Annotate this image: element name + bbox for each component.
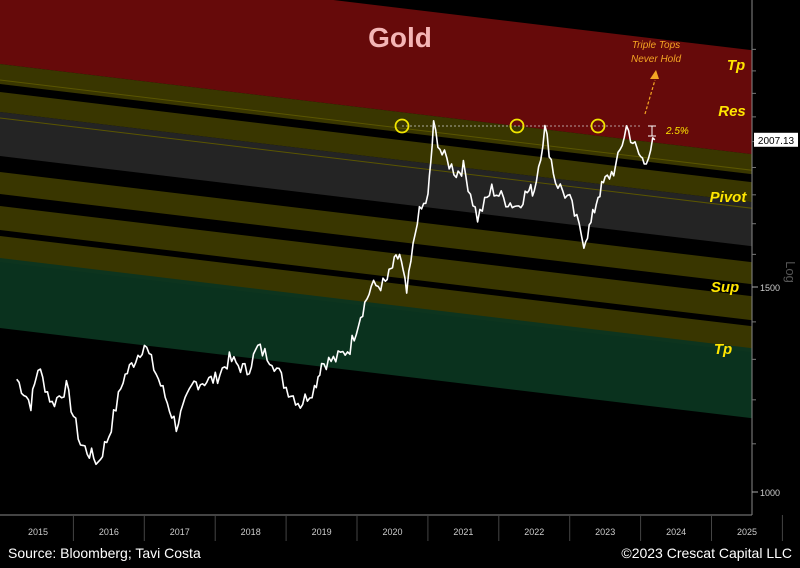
copyright-text: ©2023 Crescat Capital LLC	[621, 545, 792, 561]
chart-title: Gold	[368, 22, 432, 53]
zone-label-res-1: Res	[718, 103, 746, 120]
band-edge-line	[0, 79, 800, 177]
triple-tops-label-2: Never Hold	[631, 54, 681, 65]
top-circle-1	[394, 118, 410, 134]
zone-label-pivot-2: Pivot	[710, 189, 748, 206]
arrow-line	[644, 79, 656, 115]
sup-band-2	[0, 206, 800, 326]
x-tick-label: 2020	[382, 527, 402, 537]
x-tick-label: 2017	[170, 527, 190, 537]
res-band-1	[0, 64, 800, 180]
arrow-head	[650, 70, 659, 79]
x-tick-label: 2025	[737, 527, 757, 537]
y-tick-label: 1500	[760, 283, 780, 293]
annotations: 2.5% Triple Tops Never Hold	[394, 40, 689, 137]
x-tick-label: 2024	[666, 527, 686, 537]
x-tick-label: 2023	[595, 527, 615, 537]
tp-bottom-band	[0, 258, 800, 424]
pivot-band	[0, 112, 800, 252]
zone-label-sup-3: Sup	[711, 279, 739, 296]
y-tick-label: 1000	[760, 488, 780, 498]
y-axis-panel	[752, 0, 800, 541]
source-text: Source: Bloomberg; Tavi Costa	[8, 545, 201, 561]
x-tick-label: 2019	[312, 527, 332, 537]
gold-price-line	[16, 120, 656, 466]
top-circle-2	[509, 118, 525, 134]
last-value-box	[754, 132, 798, 147]
triple-tops-label-1: Triple Tops	[632, 40, 680, 51]
sup-band-1	[0, 172, 800, 290]
x-axis-panel	[0, 515, 800, 541]
zone-labels: Tp Res Pivot Sup Tp	[710, 57, 748, 358]
x-tick-label: 2022	[524, 527, 544, 537]
x-tick-label: 2016	[99, 527, 119, 537]
gap-label: 2.5%	[665, 126, 689, 137]
sup-band-3	[0, 236, 800, 358]
zone-label-tp-4: Tp	[714, 341, 732, 358]
x-tick-label: 2021	[453, 527, 473, 537]
x-tick-label: 2018	[241, 527, 261, 537]
zone-label-tp-0: Tp	[727, 57, 745, 74]
y-axis-log-label: Log	[783, 261, 798, 283]
band-edge-line	[0, 117, 800, 215]
top-circle-3	[590, 118, 606, 134]
res-band-2	[0, 92, 800, 208]
x-tick-label: 2015	[28, 527, 48, 537]
last-value-label: 2007.13	[758, 136, 795, 147]
price-series	[16, 120, 656, 466]
footer: Source: Bloomberg; Tavi Costa ©2023 Cres…	[0, 541, 800, 568]
